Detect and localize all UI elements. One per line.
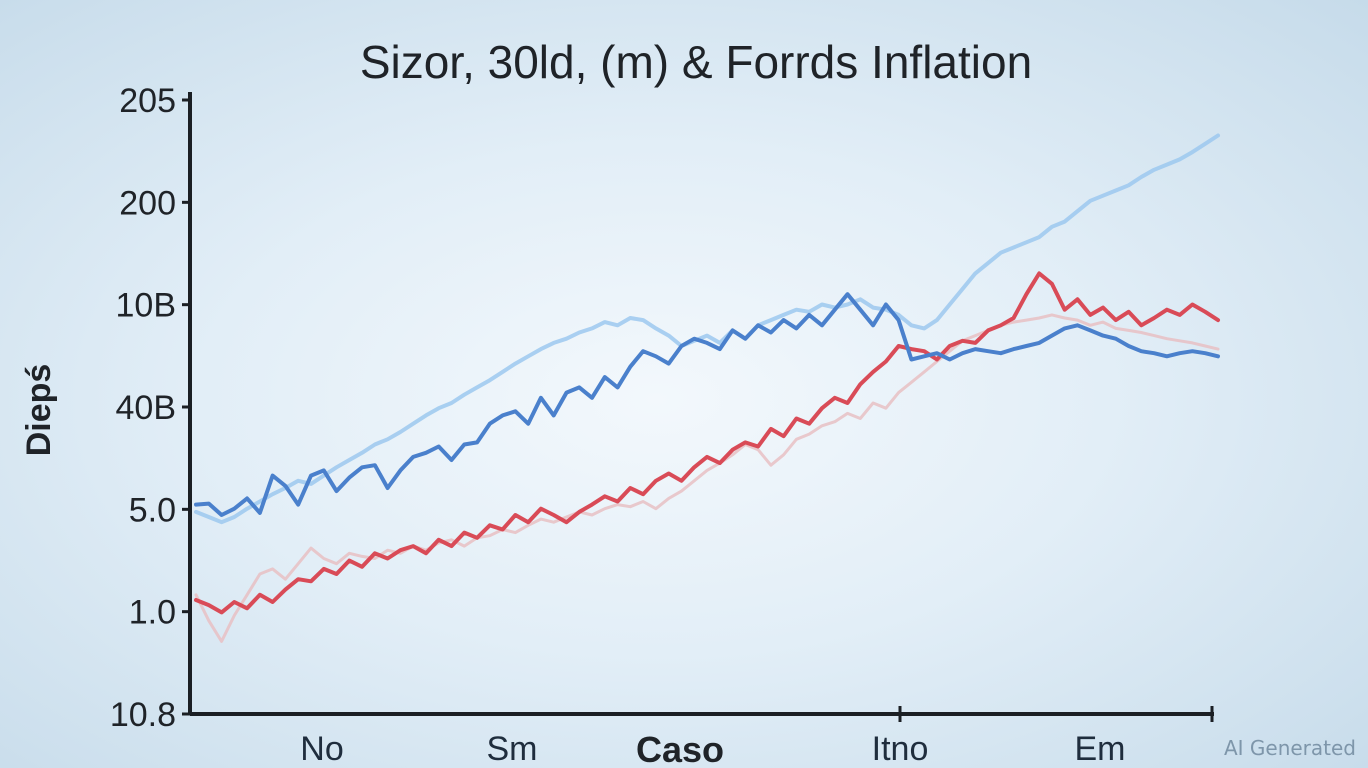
series-layer (194, 133, 1220, 643)
x-tick-label: Em (1075, 730, 1126, 768)
x-axis-label: Caso (636, 729, 724, 768)
series-line-3 (194, 271, 1220, 615)
series-line-4 (194, 313, 1220, 643)
y-tick-label: 10.8 (110, 696, 176, 734)
y-tick-label: 205 (119, 82, 176, 120)
y-axis-label-group: Diepś (20, 364, 58, 457)
watermark-text: AI Generated (1223, 736, 1356, 760)
y-ticks: 205 200 10B 40B 5.0 1.0 10.8 (110, 82, 190, 734)
y-tick-label: 1.0 (129, 594, 176, 632)
x-ticks: No Sm Itno Em (300, 706, 1214, 768)
y-tick-label: 200 (119, 184, 176, 222)
series-line-2 (194, 133, 1220, 525)
chart-title: Sizor, 30ld, (m) & Forrds Inflation (360, 36, 1032, 88)
y-tick-label: 40B (116, 389, 177, 427)
x-tick-label: Sm (487, 730, 538, 768)
y-tick-label: 5.0 (129, 491, 176, 529)
x-tick-label: No (300, 730, 343, 768)
x-tick-label: Itno (872, 730, 929, 768)
y-axis-label: Diepś (20, 364, 58, 457)
series-line-1 (194, 292, 1220, 517)
y-tick-label: 10B (116, 287, 177, 325)
